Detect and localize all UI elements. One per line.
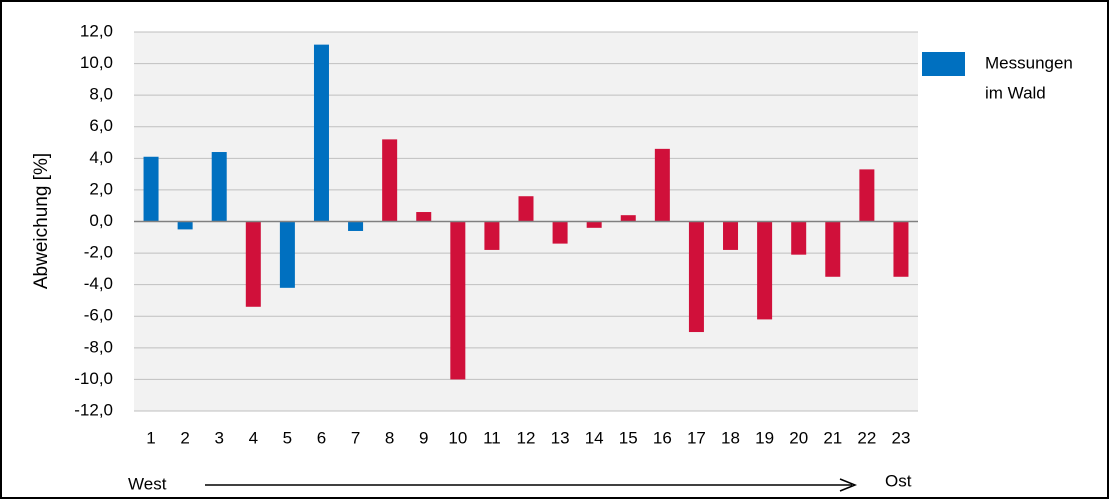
x-tick-label: 8: [385, 428, 394, 447]
bar: [211, 152, 227, 222]
legend-swatch: [922, 52, 965, 76]
x-tick-label: 2: [180, 428, 189, 447]
bar: [382, 139, 398, 222]
x-tick-label: 1: [146, 428, 155, 447]
x-tick-label: 13: [551, 428, 570, 447]
y-tick-label: 0,0: [89, 211, 113, 230]
bar: [893, 221, 909, 277]
bar: [825, 221, 841, 277]
bar: [723, 221, 739, 250]
legend-label: Messungen: [985, 53, 1073, 72]
y-tick-label: -6,0: [84, 306, 113, 325]
bar: [552, 221, 568, 244]
x-tick-label: 20: [789, 428, 808, 447]
y-tick-label: -12,0: [74, 400, 113, 419]
x-tick-label: 3: [214, 428, 223, 447]
y-tick-label: 8,0: [89, 85, 113, 104]
bar: [757, 221, 773, 320]
y-tick-label: -2,0: [84, 243, 113, 262]
bar: [177, 221, 193, 230]
y-tick-label: -10,0: [74, 369, 113, 388]
bar: [518, 196, 534, 222]
y-tick-label: 10,0: [80, 53, 113, 72]
x-tick-label: 12: [517, 428, 536, 447]
bar: [586, 221, 602, 228]
bar: [450, 221, 466, 380]
x-tick-label: 6: [317, 428, 326, 447]
y-axis-label: Abweichung [%]: [31, 153, 52, 289]
x-tick-label: 22: [857, 428, 876, 447]
x-tick-label: 7: [351, 428, 360, 447]
east-label: Ost: [885, 471, 912, 490]
x-tick-label: 18: [721, 428, 740, 447]
x-tick-label: 19: [755, 428, 774, 447]
x-tick-label: 5: [283, 428, 292, 447]
bar: [245, 221, 261, 307]
y-tick-label: 6,0: [89, 116, 113, 135]
bar: [279, 221, 295, 288]
bar: [416, 212, 432, 222]
x-tick-label: 17: [687, 428, 706, 447]
bar: [654, 148, 670, 222]
y-tick-label: -8,0: [84, 337, 113, 356]
x-tick-label: 16: [653, 428, 672, 447]
x-tick-label: 10: [448, 428, 467, 447]
y-tick-label: 2,0: [89, 179, 113, 198]
x-tick-label: 21: [823, 428, 842, 447]
bar: [688, 221, 704, 333]
y-tick-label: 4,0: [89, 148, 113, 167]
x-tick-label: 15: [619, 428, 638, 447]
west-label: West: [128, 474, 167, 493]
x-tick-label: 23: [891, 428, 910, 447]
x-tick-label: 9: [419, 428, 428, 447]
bar: [348, 221, 364, 231]
x-tick-label: 11: [483, 428, 501, 447]
bar: [143, 156, 159, 222]
x-tick-label: 4: [249, 428, 258, 447]
arrow-head: [839, 478, 858, 492]
bar: [313, 44, 329, 222]
bar: [620, 215, 636, 222]
bar: [791, 221, 807, 255]
legend-label: im Wald: [985, 83, 1046, 102]
bar: [859, 169, 875, 222]
x-tick-label: 14: [585, 428, 604, 447]
bar: [484, 221, 500, 250]
y-tick-label: -4,0: [84, 274, 113, 293]
y-tick-label: 12,0: [80, 21, 113, 40]
